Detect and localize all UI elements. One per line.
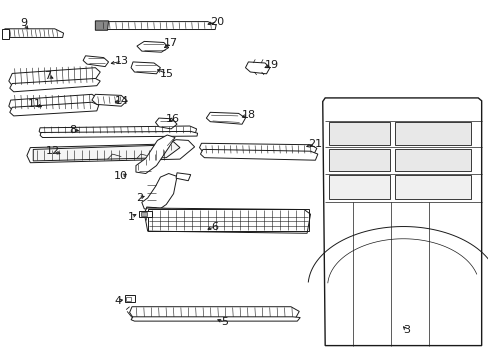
Text: 9: 9: [20, 18, 27, 28]
Polygon shape: [200, 149, 317, 160]
Text: 3: 3: [403, 325, 409, 336]
Polygon shape: [136, 135, 175, 174]
Polygon shape: [2, 29, 63, 37]
Polygon shape: [145, 207, 170, 215]
Bar: [328, 175, 389, 199]
Polygon shape: [129, 307, 299, 318]
Polygon shape: [131, 317, 300, 321]
Polygon shape: [95, 21, 108, 30]
Polygon shape: [10, 78, 100, 92]
Bar: [147, 209, 308, 231]
Bar: [394, 175, 470, 199]
Text: 15: 15: [160, 69, 174, 79]
Polygon shape: [137, 41, 168, 52]
Bar: [126, 297, 131, 301]
Text: 2: 2: [136, 193, 142, 203]
Text: 5: 5: [221, 317, 228, 327]
Text: 17: 17: [164, 38, 178, 48]
Polygon shape: [176, 173, 190, 181]
Polygon shape: [245, 62, 269, 74]
Text: 19: 19: [264, 60, 278, 70]
Text: 7: 7: [44, 71, 51, 81]
Polygon shape: [206, 112, 245, 124]
Polygon shape: [40, 131, 197, 138]
Bar: [394, 149, 470, 171]
Text: 4: 4: [115, 296, 122, 306]
Polygon shape: [155, 118, 177, 129]
Polygon shape: [199, 143, 316, 154]
Bar: [328, 149, 389, 171]
Polygon shape: [83, 56, 108, 67]
Polygon shape: [144, 208, 310, 233]
Polygon shape: [33, 141, 180, 161]
Text: 18: 18: [241, 110, 255, 120]
Polygon shape: [10, 102, 99, 116]
Text: 1: 1: [127, 212, 134, 222]
Bar: [394, 122, 470, 145]
Text: 8: 8: [69, 125, 76, 135]
Text: 20: 20: [210, 17, 224, 27]
Text: 14: 14: [115, 96, 129, 106]
Text: 6: 6: [211, 222, 218, 232]
Text: 10: 10: [114, 171, 128, 181]
Bar: [141, 212, 146, 216]
Polygon shape: [9, 94, 98, 110]
Polygon shape: [9, 68, 100, 86]
Polygon shape: [142, 174, 177, 211]
Polygon shape: [131, 62, 160, 74]
Text: 13: 13: [115, 56, 129, 66]
Polygon shape: [27, 140, 194, 163]
Text: 12: 12: [46, 146, 60, 156]
Text: 16: 16: [166, 114, 180, 124]
Bar: [124, 295, 135, 302]
Text: 11: 11: [28, 99, 42, 109]
Bar: [328, 122, 389, 145]
Polygon shape: [322, 98, 481, 346]
Polygon shape: [99, 22, 216, 30]
Bar: [139, 211, 151, 217]
Polygon shape: [39, 126, 196, 134]
Polygon shape: [2, 29, 9, 39]
Polygon shape: [92, 94, 127, 106]
Text: 21: 21: [308, 139, 322, 149]
